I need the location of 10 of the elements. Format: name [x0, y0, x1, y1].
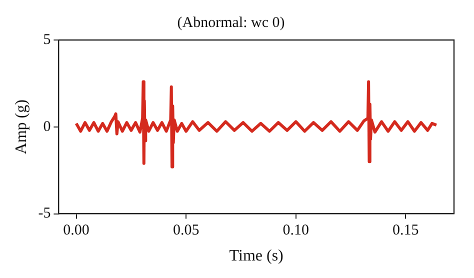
x-tick-label: 0.15 [392, 222, 419, 239]
x-tick-label: 0.05 [172, 222, 200, 239]
x-tick-label: 0.00 [63, 222, 90, 239]
y-tick-label: 0 [43, 118, 51, 135]
x-axis-title: Time (s) [229, 248, 284, 265]
y-tick-label: -5 [38, 206, 51, 222]
chart-title: (Abnormal: wc 0) [177, 14, 285, 31]
x-tick-label: 0.10 [282, 222, 310, 239]
y-axis-title: Amp (g) [12, 100, 30, 154]
y-tick-label: 5 [43, 32, 51, 48]
